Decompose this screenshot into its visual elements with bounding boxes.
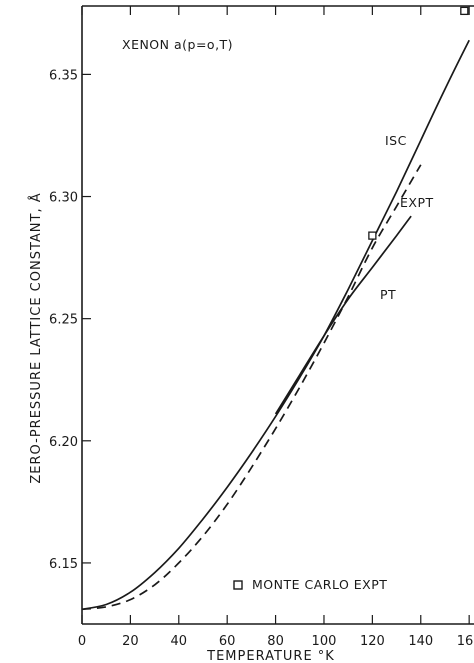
series-label-expt: EXPT [400,195,434,210]
series-label-isc: ISC [385,133,407,148]
monte-carlo-markers [368,6,469,240]
x-tick-label: 60 [219,634,236,649]
y-tick-label: 6.25 [49,313,78,328]
series-line-expt [81,164,422,611]
x-tick-label: 80 [267,634,284,649]
series-line-isc [81,39,470,611]
x-ticks: 0 20 40 60 80 100 120 140 160 [78,6,474,649]
axes-frame [81,5,474,625]
monte-carlo-point [460,6,469,16]
series-label-pt: PT [380,287,396,302]
y-tick-label: 6.35 [49,68,78,83]
legend-marker-square [233,580,243,590]
x-tick-label: 120 [360,634,385,649]
x-tick-label: 20 [122,634,139,649]
x-axis-title: TEMPERATURE °K [206,649,335,663]
x-tick-label: 140 [408,634,433,649]
legend-label: MONTE CARLO EXPT [252,577,387,592]
chart-title: XENON a(p=o,T) [122,37,233,52]
y-tick-label: 6.30 [49,191,78,206]
series-line-pt [274,215,412,415]
y-ticks: 6.15 6.20 6.25 6.30 6.35 [49,68,91,572]
series-lines [81,39,470,611]
monte-carlo-point [368,231,377,240]
x-tick-label: 0 [78,634,86,649]
y-axis-title: ZERO-PRESSURE LATTICE CONSTANT, Å [28,192,44,483]
y-tick-label: 6.15 [49,557,78,572]
x-tick-label: 160 [457,634,474,649]
y-tick-label: 6.20 [49,435,78,450]
x-tick-label: 40 [171,634,188,649]
x-tick-label: 100 [312,634,337,649]
